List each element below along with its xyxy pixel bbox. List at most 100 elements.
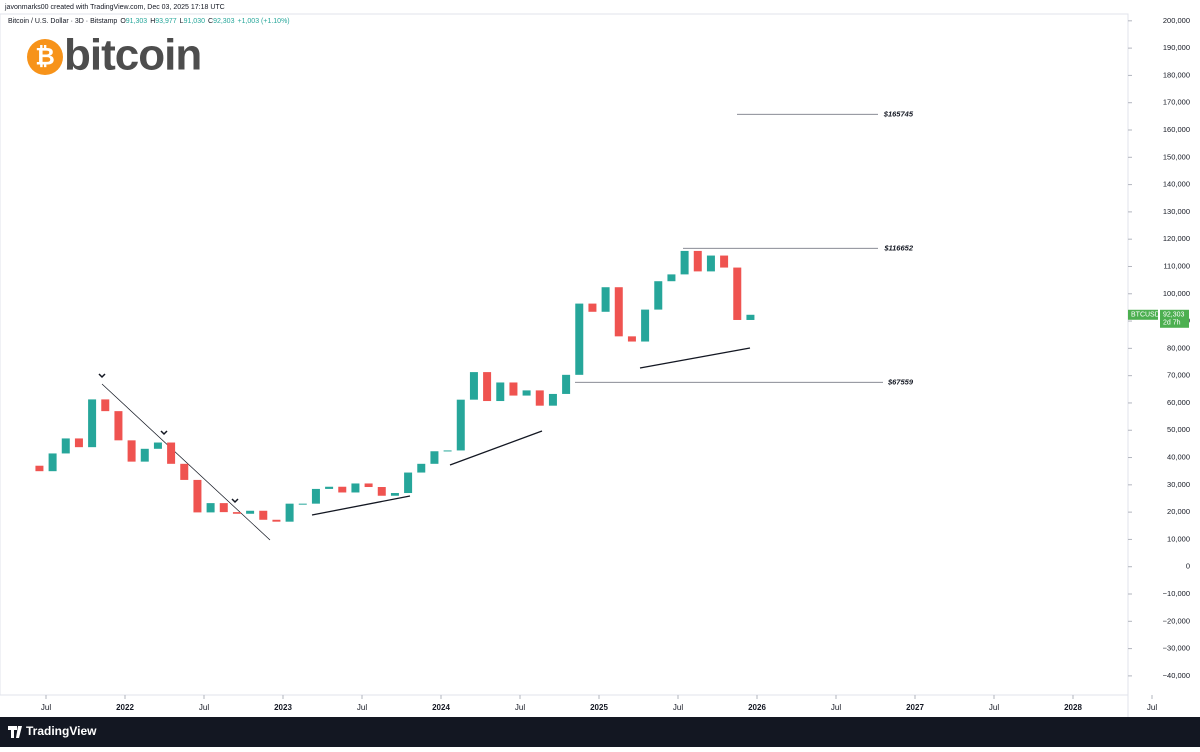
y-tick-label: 50,000 (1167, 425, 1190, 434)
x-tick-label: Jul (989, 703, 999, 712)
candle (404, 472, 413, 494)
candle (390, 493, 399, 496)
ohlc-value: 91,030 (184, 18, 206, 25)
ohlc-value: 91,303 (126, 18, 148, 25)
candle (430, 451, 439, 464)
y-tick-label: 140,000 (1163, 180, 1190, 189)
y-tick-label: −20,000 (1163, 616, 1190, 625)
candle (720, 255, 729, 268)
y-tick-label: 30,000 (1167, 480, 1190, 489)
candle (693, 250, 702, 272)
candle (35, 465, 44, 472)
candle (562, 374, 571, 394)
chevron (160, 430, 168, 436)
y-tick-label: 190,000 (1163, 43, 1190, 52)
drawings (98, 347, 751, 541)
candle (364, 483, 373, 488)
y-tick-label: 80,000 (1167, 343, 1190, 352)
candle (48, 453, 57, 472)
candle (654, 281, 663, 310)
ohlc-key: H (150, 18, 155, 25)
y-tick-label: 0 (1186, 562, 1190, 571)
y-tick-label: 160,000 (1163, 125, 1190, 134)
candle (627, 336, 636, 342)
y-tick-label: −30,000 (1163, 644, 1190, 653)
candle (61, 438, 70, 454)
candle (219, 503, 228, 513)
level-label: $116652 (883, 243, 913, 252)
x-tick-label: 2028 (1064, 703, 1082, 712)
candle (272, 519, 281, 522)
candle (548, 393, 557, 406)
footer-bar (0, 717, 1200, 747)
credit: javonmarks00 created with TradingView.co… (4, 4, 225, 11)
x-tick-label: Jul (515, 703, 525, 712)
trend-line (101, 383, 271, 541)
chevron (98, 373, 106, 379)
candle (338, 486, 347, 493)
y-tick-label: 130,000 (1163, 207, 1190, 216)
candle (588, 303, 597, 312)
x-tick-label: 2025 (590, 703, 608, 712)
logo-icon-bg (27, 39, 63, 75)
x-tick-label: 2026 (748, 703, 766, 712)
candle (193, 479, 202, 513)
price-tag-symbol: BTCUSD (1131, 312, 1160, 319)
x-tick-label: Jul (199, 703, 209, 712)
candle (259, 510, 268, 520)
ohlc-value: 92,303 (213, 18, 235, 25)
x-tick-label: Jul (357, 703, 367, 712)
candle (88, 399, 97, 448)
price-tag-countdown: 2d 7h (1163, 320, 1181, 327)
x-tick-label: Jul (673, 703, 683, 712)
y-tick-label: 180,000 (1163, 70, 1190, 79)
candle (641, 309, 650, 342)
candle (496, 382, 505, 402)
candle (680, 250, 689, 275)
x-tick-label: 2023 (274, 703, 292, 712)
y-tick-label: 120,000 (1163, 234, 1190, 243)
candle (456, 399, 465, 451)
candle (325, 486, 334, 489)
candle (351, 483, 360, 493)
level-label: $165745 (883, 109, 914, 118)
candle (522, 390, 531, 396)
candle (733, 267, 742, 320)
price-tag-price: 92,303 (1163, 312, 1185, 319)
candle (311, 488, 320, 504)
logo-icon: ₿ (35, 43, 55, 70)
y-tick-label: 60,000 (1167, 398, 1190, 407)
x-tick-label: Jul (831, 703, 841, 712)
candle (180, 463, 189, 480)
y-tick-label: 100,000 (1163, 289, 1190, 298)
footer-logo (8, 726, 22, 738)
logo-text: bitcoin (64, 31, 201, 80)
ohlc-key: L (180, 18, 184, 25)
trend-line (311, 495, 411, 516)
candle (706, 255, 715, 272)
y-tick-label: −40,000 (1163, 671, 1190, 680)
price-tag-price-bg (1160, 309, 1189, 328)
candle (232, 512, 241, 514)
candle (101, 399, 110, 412)
candle (509, 382, 518, 396)
candle (483, 372, 492, 402)
candle (167, 442, 176, 464)
candle (153, 442, 162, 449)
candle (114, 411, 123, 441)
footer-brand: TradingView (26, 724, 97, 738)
candle (746, 314, 755, 320)
candle (377, 487, 386, 496)
ohlc-value: 93,977 (155, 18, 177, 25)
candle (74, 438, 83, 448)
change: +1,003 (+1.10%) (237, 18, 289, 25)
x-tick-label: 2027 (906, 703, 924, 712)
candle (140, 448, 149, 462)
x-tick-label: 2024 (432, 703, 450, 712)
trend-line (449, 430, 543, 466)
candle (469, 372, 478, 400)
candle (298, 503, 307, 505)
